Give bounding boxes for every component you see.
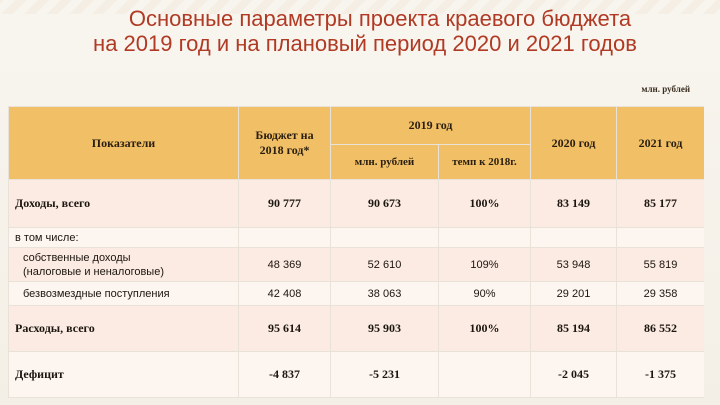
row-label: Доходы, всего — [8, 179, 239, 228]
header-2021: 2021 год — [616, 106, 704, 180]
row-label: безвозмездные поступления — [8, 281, 239, 306]
cell-2019-rate — [438, 227, 531, 248]
row-label: Расходы, всего — [8, 305, 239, 352]
row-label: в том числе: — [8, 227, 239, 248]
cell-2019-mln — [330, 227, 439, 248]
budget-table-container: Показатели Бюджет на 2018 год* 2019 год … — [8, 106, 704, 405]
table-row-including: в том числе: — [8, 227, 704, 248]
cell-budget-2018: 48 369 — [238, 247, 331, 282]
table-row-expenses-total: Расходы, всего 95 614 95 903 100% 85 194… — [8, 305, 704, 352]
table-row-own-income: собственные доходы (налоговые и неналого… — [8, 247, 704, 282]
header-budget-2018: Бюджет на 2018 год* — [238, 106, 331, 180]
cell-budget-2018: 42 408 — [238, 281, 331, 306]
cell-2020: -2 045 — [530, 351, 617, 398]
header-2020: 2020 год — [530, 106, 617, 180]
decorative-stripe — [0, 0, 720, 14]
units-label: млн. рублей — [641, 84, 690, 94]
cell-2019-mln: 38 063 — [330, 281, 439, 306]
cell-2020: 85 194 — [530, 305, 617, 352]
cell-budget-2018: 95 614 — [238, 305, 331, 352]
row-label-line-2: (налоговые и неналоговые) — [23, 265, 164, 278]
table-row-gratuitous: безвозмездные поступления 42 408 38 063 … — [8, 281, 704, 306]
table-row-deficit: Дефицит -4 837 -5 231 -2 045 -1 375 — [8, 351, 704, 398]
cell-2020 — [530, 227, 617, 248]
header-2019: 2019 год — [330, 106, 531, 145]
cell-2020: 53 948 — [530, 247, 617, 282]
cell-2019-rate — [438, 351, 531, 398]
cell-2021: 86 552 — [616, 305, 704, 352]
cell-2019-rate: 90% — [438, 281, 531, 306]
table-row-income-total: Доходы, всего 90 777 90 673 100% 83 149 … — [8, 179, 704, 228]
title-line-1: Основные параметры проекта краевого бюдж… — [128, 6, 632, 31]
cell-2019-mln: -5 231 — [330, 351, 439, 398]
header-2019-rate: темп к 2018г. — [438, 144, 531, 180]
budget-table: Показатели Бюджет на 2018 год* 2019 год … — [8, 106, 704, 398]
cell-2021: 55 819 — [616, 247, 704, 282]
cell-2019-rate: 100% — [438, 305, 531, 352]
header-2019-mln: млн. рублей — [330, 144, 439, 180]
title-line-2: на 2019 год и на плановый период 2020 и … — [93, 31, 637, 56]
cell-2019-rate: 100% — [438, 179, 531, 228]
cell-2019-mln: 52 610 — [330, 247, 439, 282]
header-indicators: Показатели — [8, 106, 239, 180]
cell-budget-2018 — [238, 227, 331, 248]
cell-budget-2018: -4 837 — [238, 351, 331, 398]
cell-2021 — [616, 227, 704, 248]
cell-2021: -1 375 — [616, 351, 704, 398]
cell-2021: 85 177 — [616, 179, 704, 228]
row-label-line-1: собственные доходы — [23, 251, 131, 264]
cell-2020: 83 149 — [530, 179, 617, 228]
cell-2021: 29 358 — [616, 281, 704, 306]
row-label: собственные доходы (налоговые и неналого… — [8, 247, 239, 282]
cell-2019-rate: 109% — [438, 247, 531, 282]
cell-budget-2018: 90 777 — [238, 179, 331, 228]
row-label: Дефицит — [8, 351, 239, 398]
cell-2020: 29 201 — [530, 281, 617, 306]
cell-2019-mln: 95 903 — [330, 305, 439, 352]
cell-2019-mln: 90 673 — [330, 179, 439, 228]
slide-title: Основные параметры проекта краевого бюдж… — [0, 6, 720, 56]
